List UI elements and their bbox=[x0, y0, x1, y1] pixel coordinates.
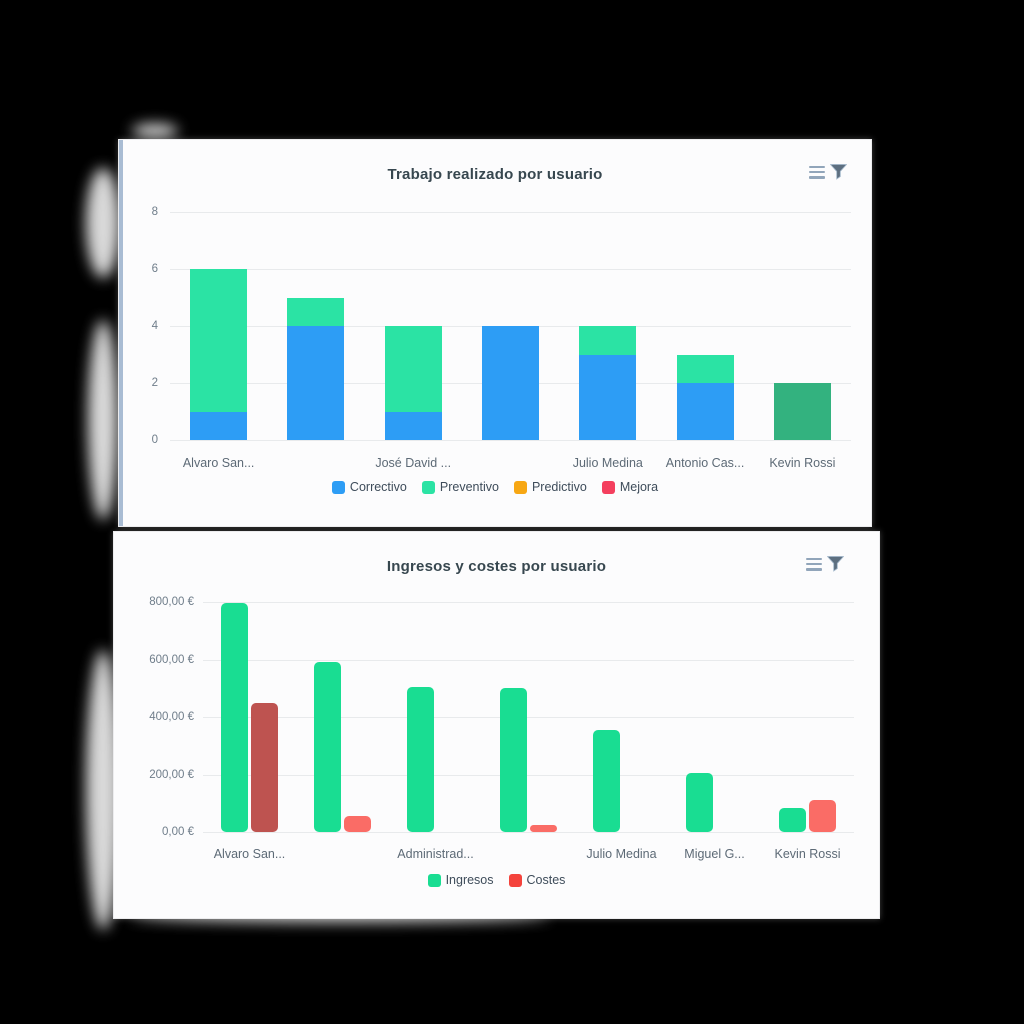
chart-legend: Correctivo Preventivo Predictivo Mejora bbox=[119, 480, 871, 494]
legend-label: Correctivo bbox=[349, 480, 407, 494]
torn-edge-artifact bbox=[132, 124, 178, 138]
gridline bbox=[170, 212, 851, 213]
gridline bbox=[170, 269, 851, 270]
gridline bbox=[203, 774, 854, 776]
bar-preventivo-6[interactable] bbox=[773, 383, 831, 440]
bar-correctivo-0[interactable] bbox=[190, 411, 248, 440]
legend-item-ingresos[interactable]: Ingresos bbox=[427, 873, 494, 887]
x-axis-category-label: Julio Medina bbox=[572, 456, 643, 470]
chart-legend: Ingresos Costes bbox=[114, 873, 879, 887]
y-axis-tick-label: 0 bbox=[151, 434, 158, 446]
legend-swatch bbox=[513, 480, 527, 494]
legend-label: Preventivo bbox=[439, 480, 499, 494]
menu-icon[interactable] bbox=[806, 557, 822, 571]
bar-correctivo-5[interactable] bbox=[676, 383, 734, 440]
chart-toolbar bbox=[809, 164, 847, 180]
y-axis-tick-label: 2 bbox=[151, 377, 158, 389]
plot-area: 800,00 € 600,00 € 400,00 € 200,00 € 0,00 € Al… bbox=[114, 532, 879, 918]
bar-correctivo-2[interactable] bbox=[384, 411, 442, 440]
torn-edge-artifact bbox=[86, 168, 120, 278]
legend-item-preventivo[interactable]: Preventivo bbox=[421, 480, 499, 494]
x-axis-category-label: Miguel G... bbox=[684, 847, 745, 861]
y-axis-tick-label: 200,00 € bbox=[149, 768, 194, 781]
legend-label: Costes bbox=[526, 873, 566, 887]
x-axis-category-label: Alvaro San... bbox=[213, 847, 286, 861]
bar-correctivo-3[interactable] bbox=[482, 326, 539, 440]
legend-swatch bbox=[331, 480, 345, 494]
legend-item-costes[interactable]: Costes bbox=[508, 873, 566, 887]
bar-correctivo-1[interactable] bbox=[287, 326, 345, 440]
x-axis-category-label: Alvaro San... bbox=[182, 456, 255, 470]
menu-icon[interactable] bbox=[809, 165, 825, 179]
legend-item-mejora[interactable]: Mejora bbox=[601, 480, 659, 494]
gridline bbox=[203, 832, 854, 833]
legend-label: Mejora bbox=[619, 480, 659, 494]
filter-icon[interactable] bbox=[830, 164, 847, 180]
card-trabajo-chart: Trabajo realizado por usuario 8 6 4 2 0 Alvar… bbox=[118, 139, 872, 527]
y-axis-tick-label: 4 bbox=[151, 320, 158, 332]
y-axis-tick-label: 8 bbox=[151, 206, 158, 218]
legend-swatch bbox=[427, 873, 441, 887]
x-axis-category-label: Antonio Cas... bbox=[665, 456, 745, 470]
gridline bbox=[203, 717, 854, 718]
x-axis-category-label: Kevin Rossi bbox=[774, 847, 841, 861]
bar-ingresos-4[interactable] bbox=[593, 729, 620, 832]
chart-title: Trabajo realizado por usuario bbox=[387, 166, 603, 183]
legend-item-predictivo[interactable]: Predictivo bbox=[513, 480, 587, 494]
bar-costes-1[interactable] bbox=[344, 816, 371, 832]
bar-preventivo-0[interactable] bbox=[190, 269, 248, 412]
bar-costes-6[interactable] bbox=[809, 800, 836, 832]
card-left-accent bbox=[119, 140, 123, 526]
bar-preventivo-1[interactable] bbox=[287, 297, 345, 326]
y-axis-tick-label: 6 bbox=[151, 263, 158, 275]
bar-ingresos-0[interactable] bbox=[221, 603, 248, 832]
filter-icon[interactable] bbox=[827, 556, 844, 572]
legend-swatch bbox=[508, 873, 522, 887]
bar-preventivo-2[interactable] bbox=[384, 326, 442, 412]
y-axis-tick-label: 600,00 € bbox=[149, 653, 194, 666]
gridline bbox=[203, 659, 854, 661]
bar-ingresos-5[interactable] bbox=[686, 773, 713, 832]
bar-ingresos-1[interactable] bbox=[314, 662, 341, 832]
x-axis-category-label: Julio Medina bbox=[586, 847, 657, 861]
torn-edge-artifact bbox=[88, 320, 118, 520]
legend-swatch bbox=[601, 480, 615, 494]
gridline bbox=[203, 602, 854, 603]
y-axis-tick-label: 400,00 € bbox=[149, 711, 194, 723]
chart-title: Ingresos y costes por usuario bbox=[386, 558, 607, 575]
x-axis-category-label: Kevin Rossi bbox=[769, 456, 836, 470]
chart-toolbar bbox=[806, 556, 844, 572]
bar-costes-3[interactable] bbox=[530, 824, 557, 832]
legend-label: Predictivo bbox=[531, 480, 587, 494]
bar-correctivo-4[interactable] bbox=[579, 354, 637, 440]
plot-area: 8 6 4 2 0 Alvaro San... José David ... Julio Me… bbox=[119, 140, 871, 526]
legend-swatch bbox=[421, 480, 435, 494]
bar-preventivo-5[interactable] bbox=[676, 354, 734, 383]
bar-ingresos-3[interactable] bbox=[500, 688, 527, 832]
bar-preventivo-4[interactable] bbox=[579, 326, 637, 355]
legend-item-correctivo[interactable]: Correctivo bbox=[331, 480, 407, 494]
x-axis-category-label: José David ... bbox=[375, 456, 452, 470]
x-axis-category-label: Administrad... bbox=[397, 847, 474, 861]
y-axis-tick-label: 800,00 € bbox=[149, 596, 194, 608]
gridline bbox=[170, 440, 851, 441]
bar-ingresos-6[interactable] bbox=[779, 807, 806, 832]
y-axis-tick-label: 0,00 € bbox=[162, 826, 194, 838]
card-ingresos-chart: Ingresos y costes por usuario 800,00 € 60… bbox=[113, 531, 880, 919]
bar-costes-0[interactable] bbox=[251, 702, 278, 832]
bar-ingresos-2[interactable] bbox=[407, 686, 434, 832]
legend-label: Ingresos bbox=[445, 873, 494, 887]
